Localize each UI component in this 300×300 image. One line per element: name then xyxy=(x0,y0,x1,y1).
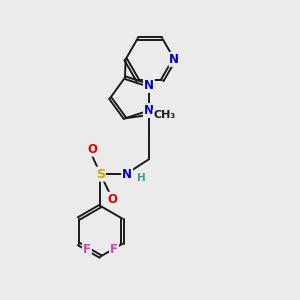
Text: N: N xyxy=(122,168,132,181)
Text: F: F xyxy=(110,243,118,256)
Text: N: N xyxy=(169,53,179,66)
Text: N: N xyxy=(144,79,154,92)
Text: N: N xyxy=(144,104,154,117)
Text: CH₃: CH₃ xyxy=(153,110,176,120)
Text: O: O xyxy=(107,193,117,206)
Text: O: O xyxy=(87,143,97,156)
Text: F: F xyxy=(83,243,91,256)
Text: S: S xyxy=(96,168,105,181)
Text: H: H xyxy=(137,173,146,183)
